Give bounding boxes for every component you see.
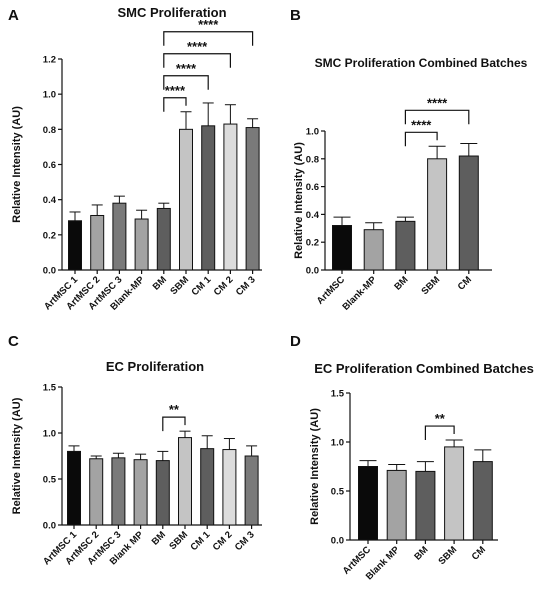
bar bbox=[472, 461, 493, 541]
y-tick-label: 0.8 bbox=[43, 125, 56, 136]
significance-bracket bbox=[424, 425, 455, 441]
y-tick-label: 0.8 bbox=[306, 154, 319, 165]
chart-title: EC Proliferation Combined Batches bbox=[314, 361, 534, 376]
x-tick-label: BM bbox=[150, 529, 168, 547]
significance-bracket bbox=[163, 97, 187, 112]
significance-label: ** bbox=[435, 411, 446, 426]
bar bbox=[200, 448, 215, 526]
panel-letter: C bbox=[8, 333, 19, 350]
x-tick-label: CM bbox=[470, 544, 488, 562]
bar bbox=[223, 123, 238, 271]
significance-label: **** bbox=[427, 95, 448, 110]
y-axis-label: Relative Intensity (AU) bbox=[11, 106, 23, 223]
y-tick-label: 0.0 bbox=[331, 536, 344, 547]
x-tick-label: SBM bbox=[167, 529, 190, 552]
bar bbox=[386, 469, 407, 541]
x-tick-label: BM bbox=[392, 274, 410, 292]
x-tick-label: BM bbox=[412, 544, 430, 562]
significance-bracket bbox=[163, 75, 209, 90]
y-tick-label: 0.6 bbox=[43, 160, 56, 171]
y-axis-label: Relative Intensity (AU) bbox=[11, 397, 23, 514]
y-tick-label: 1.5 bbox=[331, 389, 345, 400]
bar bbox=[415, 470, 436, 541]
significance-label: **** bbox=[198, 17, 219, 32]
bar bbox=[179, 128, 193, 271]
x-tick-label: SBM bbox=[168, 274, 191, 297]
bar bbox=[134, 218, 149, 271]
y-tick-label: 1.0 bbox=[306, 127, 319, 138]
chart-title: EC Proliferation bbox=[106, 359, 204, 374]
y-tick-label: 0.2 bbox=[306, 238, 319, 249]
bar bbox=[67, 450, 81, 526]
bar bbox=[444, 446, 465, 541]
bar bbox=[111, 457, 126, 526]
panel-b: B SMC Proliferation Combined Batches Relat… bbox=[290, 7, 528, 313]
bar bbox=[395, 220, 416, 271]
x-tick-label: CM 3 bbox=[233, 529, 257, 553]
y-tick-label: 0.6 bbox=[306, 182, 319, 193]
significance-bracket bbox=[404, 109, 470, 125]
bar bbox=[68, 220, 82, 271]
x-tick-label: CM 1 bbox=[188, 529, 212, 553]
bar bbox=[244, 455, 259, 526]
y-tick-label: 0.5 bbox=[43, 475, 57, 486]
y-tick-label: 0.5 bbox=[331, 487, 345, 498]
bar bbox=[332, 225, 352, 271]
significance-label: **** bbox=[187, 39, 208, 54]
significance-bracket bbox=[404, 131, 438, 147]
panel-c: C EC Proliferation Relative Intensity (AU)… bbox=[8, 333, 262, 567]
y-tick-label: 1.0 bbox=[331, 438, 344, 449]
significance-bracket bbox=[163, 31, 254, 46]
bar bbox=[89, 458, 104, 526]
bar bbox=[222, 449, 237, 526]
bar bbox=[427, 158, 448, 271]
y-tick-label: 0.4 bbox=[43, 195, 57, 206]
significance-bracket bbox=[163, 53, 231, 68]
bar bbox=[178, 437, 192, 526]
x-tick-label: CM 1 bbox=[189, 274, 213, 298]
y-tick-label: 0.0 bbox=[43, 521, 56, 532]
y-tick-label: 1.0 bbox=[43, 429, 56, 440]
significance-bracket bbox=[162, 416, 186, 432]
panel-letter: D bbox=[290, 333, 301, 350]
bar bbox=[156, 207, 171, 271]
bar bbox=[245, 127, 260, 271]
bar bbox=[201, 125, 216, 271]
y-tick-label: 0.0 bbox=[43, 266, 56, 277]
bar bbox=[90, 214, 105, 271]
bar bbox=[112, 202, 127, 271]
significance-label: **** bbox=[176, 61, 197, 76]
x-tick-label: CM 2 bbox=[211, 529, 235, 553]
chart-title: SMC Proliferation bbox=[117, 5, 226, 20]
y-tick-label: 1.2 bbox=[43, 55, 56, 66]
x-tick-label: Blank-MP bbox=[340, 274, 379, 313]
y-tick-label: 0.0 bbox=[306, 266, 319, 277]
x-tick-label: CM 3 bbox=[234, 274, 258, 298]
x-tick-label: CM bbox=[456, 274, 474, 292]
y-tick-label: 1.0 bbox=[43, 90, 56, 101]
bar bbox=[363, 229, 384, 271]
chart-title: SMC Proliferation Combined Batches bbox=[315, 56, 528, 70]
x-tick-label: SBM bbox=[437, 544, 460, 567]
y-tick-label: 0.4 bbox=[306, 210, 320, 221]
panel-a: A SMC Proliferation Relative Intensity (AU… bbox=[8, 5, 262, 313]
panel-d: D EC Proliferation Combined Batches Relati… bbox=[290, 333, 534, 582]
y-tick-label: 0.2 bbox=[43, 230, 56, 241]
bar bbox=[133, 459, 148, 526]
significance-label: **** bbox=[411, 117, 432, 132]
significance-label: **** bbox=[165, 83, 186, 98]
bar bbox=[358, 466, 378, 541]
bar bbox=[458, 155, 479, 271]
x-tick-label: SBM bbox=[420, 274, 443, 297]
x-tick-label: BM bbox=[151, 274, 169, 292]
x-tick-label: CM 2 bbox=[212, 274, 236, 298]
bar bbox=[155, 460, 170, 526]
significance-label: ** bbox=[169, 402, 180, 417]
y-tick-label: 1.5 bbox=[43, 383, 57, 394]
panel-letter: B bbox=[290, 7, 301, 24]
panel-letter: A bbox=[8, 7, 19, 24]
y-axis-label: Relative Intensity (AU) bbox=[309, 408, 321, 525]
y-axis-label: Relative Intensity (AU) bbox=[293, 142, 305, 259]
